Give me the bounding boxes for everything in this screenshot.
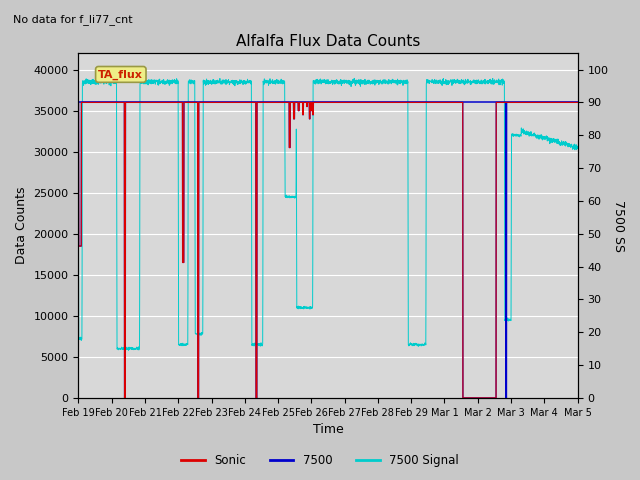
Y-axis label: Data Counts: Data Counts [15,187,28,264]
X-axis label: Time: Time [312,423,344,436]
Legend: Sonic, 7500, 7500 Signal: Sonic, 7500, 7500 Signal [177,449,463,472]
Text: No data for f_li77_cnt: No data for f_li77_cnt [13,14,132,25]
Text: TA_flux: TA_flux [99,69,143,80]
Title: Alfalfa Flux Data Counts: Alfalfa Flux Data Counts [236,34,420,49]
Y-axis label: 7500 SS: 7500 SS [612,200,625,252]
